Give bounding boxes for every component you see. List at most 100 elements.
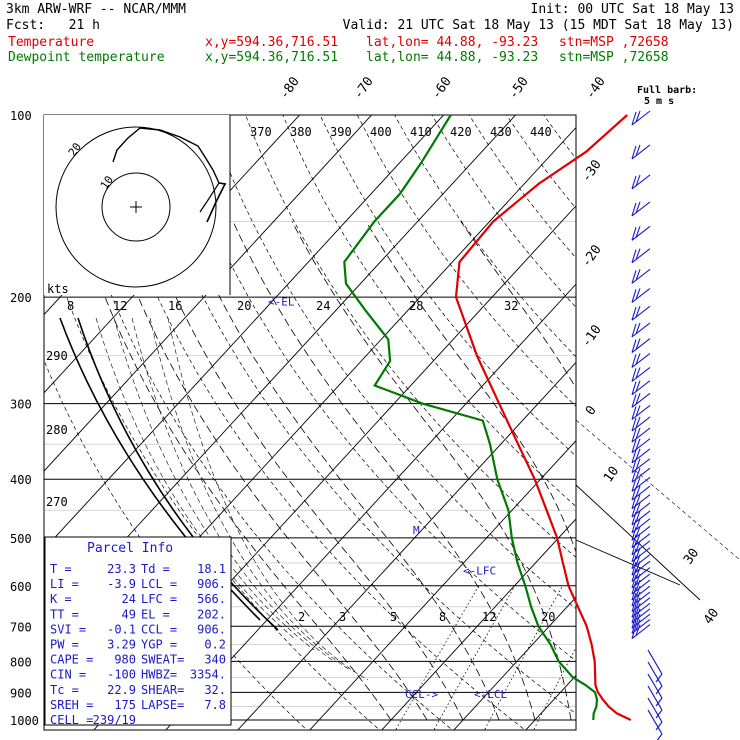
wind-barbs bbox=[631, 110, 663, 740]
barb-flag bbox=[631, 417, 637, 432]
isotherm-label: 40 bbox=[701, 606, 722, 627]
isobar-label-300: 300 bbox=[10, 398, 32, 412]
barb-flag-2 bbox=[635, 560, 641, 573]
dewpoint-legend-name: Dewpoint temperature bbox=[8, 50, 165, 65]
barb-flag-2 bbox=[635, 494, 641, 506]
barb-flag bbox=[631, 175, 637, 190]
barb-flag-2 bbox=[635, 477, 641, 489]
isobar-label-700: 700 bbox=[10, 620, 32, 634]
dry-adiabat bbox=[581, 115, 740, 733]
barb-staff bbox=[631, 618, 651, 634]
isotherm bbox=[667, 87, 740, 733]
mixing-ratio-line bbox=[635, 586, 705, 733]
mixing-ratio-label: 2 bbox=[298, 610, 305, 624]
isotherm bbox=[525, 674, 576, 730]
parcel-label: CELL = bbox=[50, 713, 93, 727]
surface-barb bbox=[647, 709, 663, 735]
hodograph-speed-label: 24 bbox=[316, 299, 330, 313]
wind-barb bbox=[631, 287, 651, 303]
isotherm-label: -80 bbox=[277, 74, 303, 102]
parcel-label: SVI = bbox=[50, 622, 86, 636]
init-time: Init: 00 UTC Sat 18 May 13 bbox=[530, 2, 735, 17]
dry-adiabat bbox=[394, 115, 576, 358]
barb-staff bbox=[631, 322, 651, 338]
parcel-value: 3.29 bbox=[107, 638, 136, 652]
parcel-label: SHEAR= bbox=[141, 683, 184, 697]
dry-adiabat bbox=[207, 115, 576, 610]
wind-barb bbox=[631, 404, 651, 420]
barb-flag bbox=[631, 586, 637, 601]
temperature-legend-stn: stn=MSP ,72658 bbox=[559, 35, 669, 50]
barb-flag-2 bbox=[635, 567, 641, 579]
wind-barb bbox=[631, 366, 651, 382]
isotherm bbox=[165, 283, 576, 730]
isobar-label-1000: 1000 bbox=[10, 714, 39, 728]
forecast-hour: Fcst: 21 h bbox=[6, 19, 100, 33]
fcst-label: Fcst: bbox=[6, 18, 46, 33]
dry-adiabat bbox=[58, 115, 453, 730]
barb-flag bbox=[631, 354, 637, 368]
moist-adiabat bbox=[109, 221, 428, 721]
barb-flag-2 bbox=[635, 201, 641, 214]
barb-staff bbox=[631, 305, 651, 321]
wind-barb bbox=[631, 602, 651, 618]
dry-adiabat-label: 290 bbox=[46, 349, 68, 363]
parcel-value: 906. bbox=[197, 577, 226, 591]
storm-relative-line bbox=[167, 317, 369, 681]
isotherm-label: -60 bbox=[429, 74, 455, 102]
barb-flag bbox=[631, 519, 637, 533]
hodograph-ring bbox=[101, 172, 171, 242]
hodograph: 10 20 kts 8 12 16 20 24 28 32 bbox=[44, 115, 518, 313]
barb-flag-2 bbox=[635, 485, 641, 498]
barb-flag bbox=[631, 227, 637, 241]
barb-flag-2 bbox=[635, 338, 641, 350]
parcel-value: 340 bbox=[204, 653, 226, 667]
barb-staff bbox=[631, 380, 651, 396]
barb-flag bbox=[631, 625, 637, 639]
barb-staff bbox=[631, 602, 651, 618]
dewpoint-legend-stn: stn=MSP ,72658 bbox=[559, 50, 669, 65]
surface-barb bbox=[647, 697, 663, 723]
wind-barb bbox=[631, 225, 651, 241]
isotherm-label: -70 bbox=[351, 74, 377, 102]
moist-adiabat bbox=[365, 221, 576, 554]
barb-staff bbox=[631, 366, 651, 382]
barb-staff bbox=[631, 110, 651, 126]
barb-flag-2 bbox=[635, 624, 641, 636]
dewpoint-legend-xy: x,y=594.36,716.51 bbox=[205, 50, 339, 65]
isotherm-label: -40 bbox=[583, 74, 609, 102]
barb-flag-2 bbox=[635, 533, 641, 545]
barb-flag-2 bbox=[635, 608, 641, 620]
temperature-trace bbox=[454, 114, 632, 721]
parcel-value: -3.9 bbox=[107, 577, 136, 591]
barb-flag bbox=[631, 307, 637, 321]
mixing-ratio-line bbox=[395, 585, 480, 730]
barb-flag bbox=[631, 614, 637, 629]
parcel-label: TT = bbox=[50, 607, 79, 621]
barb-staff bbox=[631, 427, 651, 443]
isobar-label-800: 800 bbox=[10, 655, 32, 669]
barb-flag bbox=[631, 449, 637, 464]
mixing-ratio-line bbox=[533, 646, 576, 730]
parcel-label: YGP = bbox=[141, 638, 177, 652]
hodograph-trace-tail bbox=[199, 182, 227, 213]
barb-staff bbox=[631, 248, 651, 264]
storm-relative-line bbox=[113, 317, 315, 651]
barb-staff bbox=[631, 338, 651, 354]
barb-flag-2 bbox=[635, 579, 641, 592]
storm-relative-line bbox=[77, 317, 279, 631]
theta-e-label: 430 bbox=[490, 125, 512, 139]
parcel-value: 906. bbox=[197, 622, 226, 636]
parcel-value: 24 bbox=[122, 592, 136, 606]
barb-flag-2 bbox=[635, 448, 641, 461]
barb-flag-2 bbox=[635, 367, 641, 379]
parcel-value: 23.3 bbox=[107, 562, 136, 576]
dry-adiabat-label: 280 bbox=[46, 423, 68, 437]
barb-flag-2 bbox=[635, 248, 641, 260]
barb-flag-2 bbox=[635, 226, 641, 238]
wind-barb bbox=[631, 416, 651, 432]
storm-relative-line bbox=[131, 317, 333, 661]
hodograph-speed-label: 16 bbox=[168, 299, 182, 313]
parcel-value: 18.1 bbox=[197, 562, 226, 576]
mixing-ratio-line bbox=[433, 585, 516, 730]
